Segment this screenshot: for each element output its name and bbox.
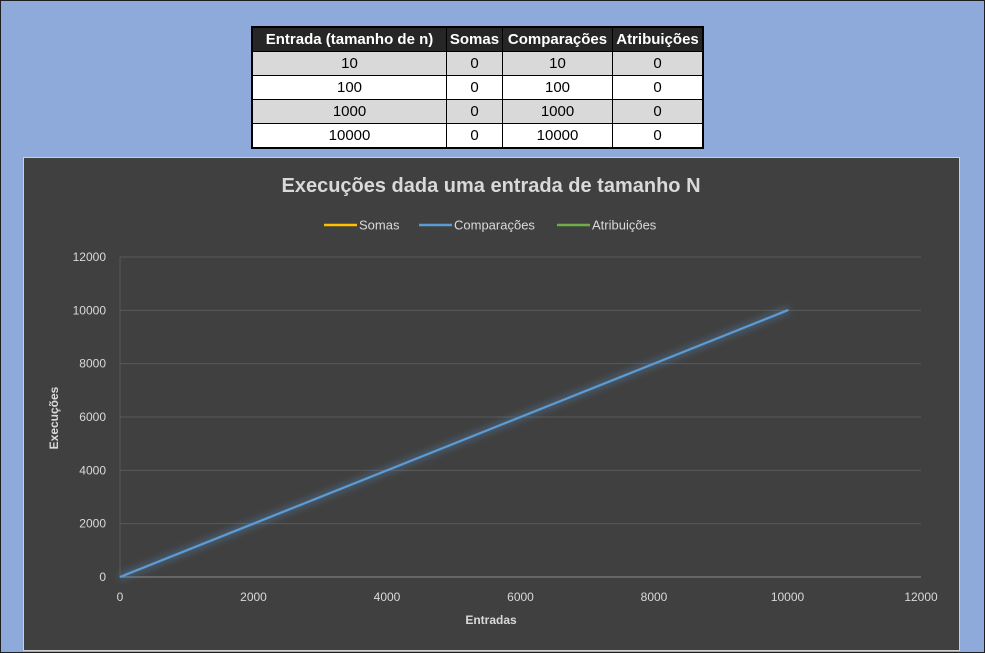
header-entrada: Entrada (tamanho de n) [251,26,447,52]
y-tick-label: 10000 [73,303,107,317]
x-tick-label: 8000 [641,590,668,604]
header-comparacoes: Comparações [502,26,613,52]
table-row: 10 0 10 0 [251,51,704,76]
y-axis-title: Execuções [47,386,61,449]
y-tick-label: 2000 [79,517,106,531]
y-axis-ticks: 0 2000 4000 6000 8000 10000 12000 [73,250,107,584]
legend-entry: Comparações [454,218,535,233]
cell-entrada: 10000 [251,123,447,149]
cell-somas: 0 [446,75,503,100]
cell-somas: 0 [446,51,503,76]
legend: Somas Comparações Atribuições [324,218,657,233]
data-table: Entrada (tamanho de n) Somas Comparações… [251,26,704,149]
x-tick-label: 4000 [374,590,401,604]
legend-entry: Somas [359,218,400,233]
y-tick-label: 4000 [79,463,106,477]
cell-entrada: 100 [251,75,447,100]
y-tick-label: 12000 [73,250,107,264]
table-header-row: Entrada (tamanho de n) Somas Comparações… [251,26,704,52]
x-tick-label: 6000 [507,590,534,604]
chart-area[interactable]: Execuções dada uma entrada de tamanho N … [23,157,960,651]
cell-atribuicoes: 0 [612,51,704,76]
cell-comparacoes: 10000 [502,123,613,149]
x-axis-title: Entradas [465,613,517,627]
cell-comparacoes: 10 [502,51,613,76]
series-line-comparações [119,309,789,578]
table-row: 10000 0 10000 0 [251,123,704,149]
x-tick-label: 10000 [771,590,805,604]
header-atribuicoes: Atribuições [612,26,704,52]
cell-comparacoes: 100 [502,75,613,100]
table-row: 1000 0 1000 0 [251,99,704,124]
cell-comparacoes: 1000 [502,99,613,124]
legend-entry: Atribuições [592,218,657,233]
x-tick-label: 2000 [240,590,267,604]
cell-atribuicoes: 0 [612,75,704,100]
cell-atribuicoes: 0 [612,99,704,124]
series-lines [119,309,789,579]
x-tick-label: 12000 [904,590,938,604]
header-somas: Somas [446,26,503,52]
cell-somas: 0 [446,123,503,149]
x-tick-label: 0 [117,590,124,604]
y-tick-label: 6000 [79,410,106,424]
line-chart: Execuções dada uma entrada de tamanho N … [47,175,938,627]
cell-entrada: 1000 [251,99,447,124]
cell-atribuicoes: 0 [612,123,704,149]
x-axis-ticks: 0 2000 4000 6000 8000 10000 12000 [117,590,938,604]
y-tick-label: 8000 [79,357,106,371]
cell-somas: 0 [446,99,503,124]
chart-title: Execuções dada uma entrada de tamanho N [281,175,700,197]
cell-entrada: 10 [251,51,447,76]
y-tick-label: 0 [99,570,106,584]
table-row: 100 0 100 0 [251,75,704,100]
